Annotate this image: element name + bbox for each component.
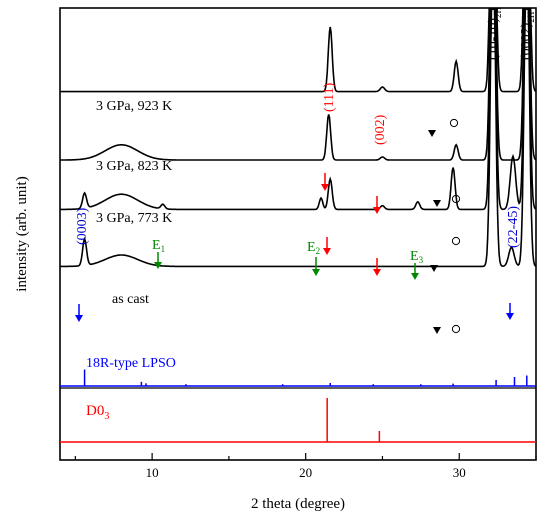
triangle-marker-icon [428,130,436,137]
x-tick-label: 10 [146,465,159,480]
green-arrow-icon [312,257,320,276]
ref-label-d03-main: D0 [86,403,104,419]
e2-label: E2 [307,240,320,256]
e1-label: E1 [152,238,165,254]
series-label-as-cast: as cast [112,292,149,307]
e3-sub: 3 [419,255,424,265]
green-arrow-icon [154,252,162,269]
y-axis-title: intensity (arb. unit) [14,176,30,291]
series-line-2 [60,8,537,211]
peak-markers [75,118,514,334]
red-arrow-icon [323,237,331,255]
series-line-1 [60,8,537,161]
x-axis-ticks: 10 20 30 [74,453,537,480]
series-label-823k: 3 GPa, 823 K [96,159,172,174]
e3-main: E [410,249,419,264]
x-tick-label: 20 [299,465,312,480]
miller-10-10-2h: (10-10)2H [486,7,503,61]
series-label-923k: 3 GPa, 923 K [96,99,172,114]
blue-arrow-icon [506,303,514,320]
circle-marker-icon [451,236,461,246]
x-tick-label: 30 [453,465,466,480]
miller-22-45: (22-45) [506,206,521,248]
ref-label-d03: D03 [86,403,109,422]
e3-label: E3 [410,249,424,265]
xrd-patterns [60,8,537,268]
ref-label-d03-sub: 3 [104,411,109,422]
e1-sub: 1 [161,244,166,254]
circle-marker-icon [451,194,461,204]
miller-0003: (0003) [75,207,90,245]
e1-main: E [152,238,161,253]
x-axis-title: 2 theta (degree) [251,496,345,512]
series-label-773k: 3 GPa, 773 K [96,211,172,226]
red-arrow-icon [373,196,381,214]
triangle-marker-icon [430,265,438,272]
e2-sub: 2 [316,246,321,256]
e2-main: E [307,240,316,255]
miller-10-10-main: (10-10) [486,18,501,60]
red-arrow-icon [373,258,381,276]
reference-lines [83,369,528,442]
circle-marker-icon [449,118,459,128]
blue-arrow-icon [75,304,83,322]
series-line-3 [60,8,537,268]
miller-10-10-sub: 2H [493,7,503,19]
triangle-marker-icon [433,327,441,334]
red-arrow-icon [321,173,329,191]
miller-111: (111) [322,82,337,112]
miller-0002-main: (0002) [519,22,534,60]
plot-frame [59,7,537,461]
miller-0002-sub: 2H [526,11,536,23]
circle-marker-icon [451,324,461,334]
triangle-marker-icon [433,200,441,207]
miller-0002-2h: (0002)2H [519,11,536,60]
series-line-0 [60,8,537,93]
green-arrow-icon [411,263,419,280]
ref-label-lpso: 18R-type LPSO [86,356,176,371]
miller-002: (002) [373,114,388,145]
